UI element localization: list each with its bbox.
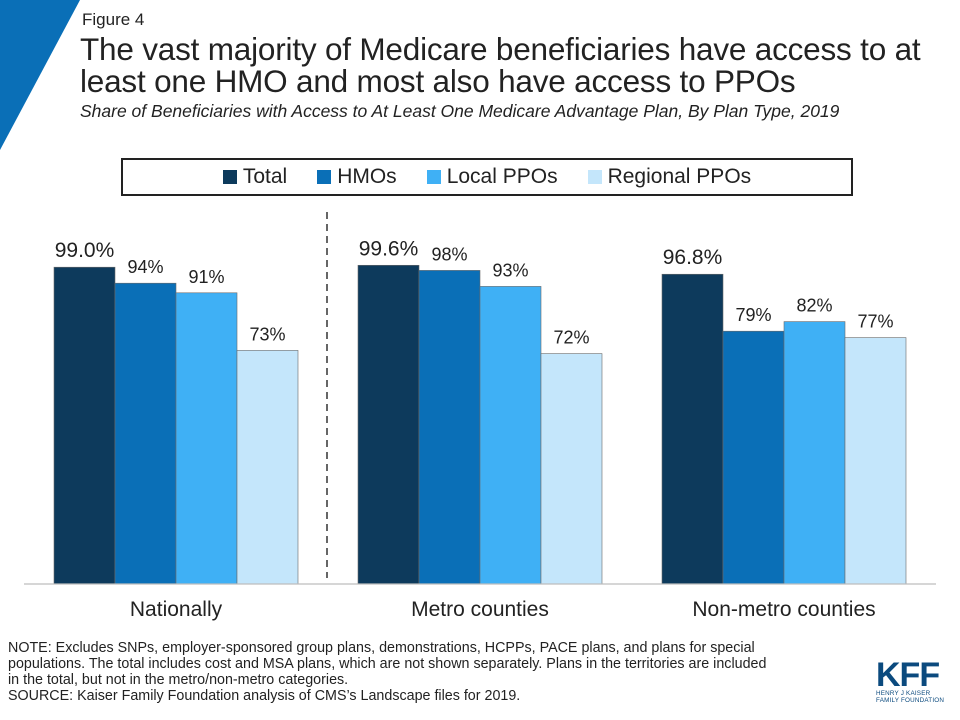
value-label-regional-ppos-nationally: 73%	[249, 324, 285, 344]
legend-label-hmos: HMOs	[337, 165, 397, 188]
bar-regional-ppos-nationally	[236, 350, 299, 585]
legend: Total HMOs Local PPOs Regional PPOs	[121, 158, 853, 196]
bar-total-metro-counties	[357, 264, 420, 585]
logo-line-1: HENRY J KAISER	[876, 690, 931, 697]
source-line: SOURCE: Kaiser Family Foundation analysi…	[8, 688, 521, 704]
legend-item-total: Total	[222, 165, 288, 189]
logo-line-2: FAMILY FOUNDATION	[876, 697, 945, 704]
legend-item-local-ppos: Local PPOs	[426, 165, 558, 189]
value-label-hmos-metro-counties: 98%	[431, 244, 467, 264]
value-label-local-ppos-metro-counties: 93%	[492, 260, 528, 280]
value-label-total-nationally: 99.0%	[55, 239, 115, 262]
value-label-hmos-nationally: 94%	[127, 257, 163, 277]
legend-item-regional-ppos: Regional PPOs	[587, 165, 752, 189]
figure-label: Figure 4	[82, 10, 145, 29]
kff-logo: KFF HENRY J KAISER FAMILY FOUNDATION	[876, 656, 956, 704]
bars-layer	[53, 264, 907, 585]
note-line: in the total, but not in the metro/non-m…	[8, 672, 349, 688]
value-label-local-ppos-non-metro-counties: 82%	[796, 296, 832, 316]
legend-label-local-ppos: Local PPOs	[446, 165, 558, 188]
category-label-nationally: Nationally	[130, 598, 223, 621]
bar-chart: 99.0% 99.6% 96.8% 94% 98% 79% 91% 93% 82% 73% 72% 7…	[24, 212, 936, 621]
corner-accent-triangle	[0, 0, 80, 150]
value-label-regional-ppos-metro-counties: 72%	[553, 328, 589, 348]
footnote: NOTE: Excludes SNPs, employer-sponsored …	[8, 640, 868, 704]
bar-hmos-metro-counties	[418, 270, 481, 585]
value-label-local-ppos-nationally: 91%	[188, 267, 224, 287]
bar-local-ppos-nationally	[175, 292, 238, 585]
chart-title: The vast majority of Medicare beneficiar…	[80, 31, 921, 99]
legend-item-hmos: HMOs	[317, 165, 397, 189]
value-labels-layer: 99.0% 99.6% 96.8% 94% 98% 79% 91% 93% 82% 73% 72% 7…	[55, 237, 894, 347]
bar-regional-ppos-non-metro-counties	[844, 337, 907, 585]
legend-swatch-hmos	[317, 170, 332, 184]
legend-swatch-local-ppos	[426, 170, 441, 184]
category-label-non-metro-counties: Non-metro counties	[692, 598, 875, 621]
bar-hmos-nationally	[114, 282, 177, 585]
bar-local-ppos-metro-counties	[479, 286, 542, 585]
bar-total-non-metro-counties	[661, 273, 724, 585]
bar-total-nationally	[53, 266, 116, 585]
chart-subtitle: Share of Beneficiaries with Access to At…	[80, 101, 840, 121]
logo-mark: KFF	[876, 656, 940, 694]
legend-swatch-regional-ppos	[587, 170, 602, 184]
value-label-total-non-metro-counties: 96.8%	[663, 246, 723, 269]
category-label-metro-counties: Metro counties	[411, 598, 549, 621]
value-label-hmos-non-metro-counties: 79%	[735, 305, 771, 325]
legend-swatch-total	[222, 170, 237, 184]
bar-local-ppos-non-metro-counties	[783, 321, 846, 585]
x-axis: Nationally Metro counties Non-metro counti…	[24, 212, 936, 621]
value-label-regional-ppos-non-metro-counties: 77%	[857, 312, 893, 332]
value-label-total-metro-counties: 99.6%	[359, 237, 419, 260]
legend-label-total: Total	[242, 165, 288, 188]
note-line: NOTE: Excludes SNPs, employer-sponsored …	[8, 640, 755, 656]
bar-regional-ppos-metro-counties	[540, 353, 603, 585]
legend-label-regional-ppos: Regional PPOs	[607, 165, 752, 188]
note-line: populations. The total includes cost and…	[8, 656, 767, 672]
bar-hmos-non-metro-counties	[722, 330, 785, 585]
